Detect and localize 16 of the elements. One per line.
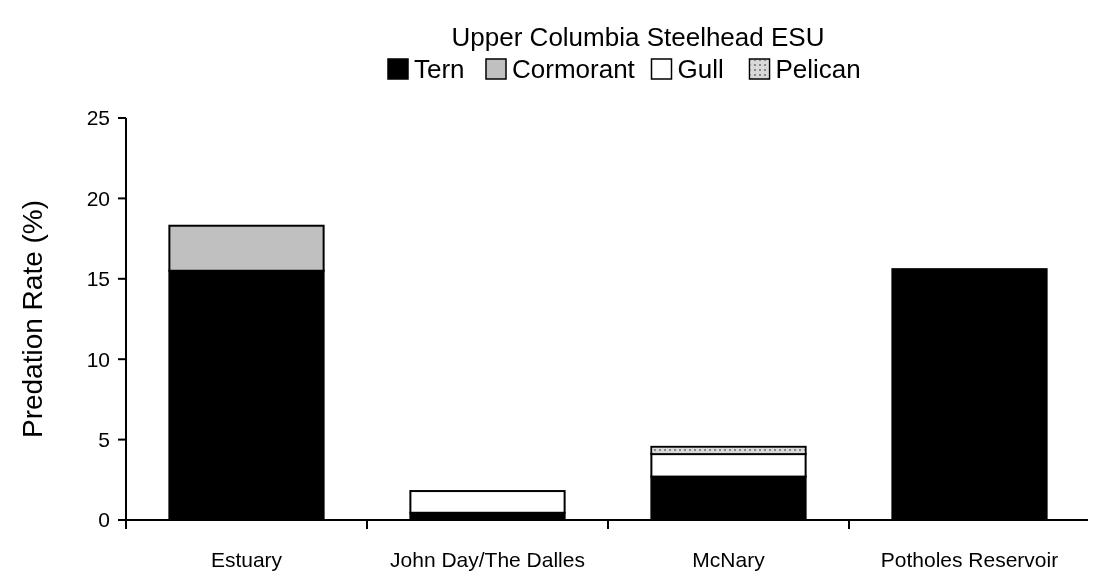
legend-label: Tern [414,54,465,84]
x-tick-label: McNary [692,548,766,571]
y-tick-label: 10 [86,347,110,371]
x-tick-label: John Day/The Dalles [390,548,585,571]
y-tick-label: 15 [86,267,110,291]
y-tick-label: 5 [98,427,110,451]
y-tick-label: 20 [86,186,110,210]
x-tick-label: Estuary [210,548,283,571]
x-tick-label: Potholes Reservoir [880,548,1059,571]
legend-label: Cormorant [512,54,636,84]
legend-label: Gull [677,54,724,84]
y-tick-label: 0 [98,508,110,532]
chart-title: Upper Columbia Steelhead ESU [451,22,825,52]
y-axis-title: Predation Rate (%) [17,199,48,439]
legend-label: Pelican [775,54,861,84]
y-tick-label: 25 [86,106,110,130]
